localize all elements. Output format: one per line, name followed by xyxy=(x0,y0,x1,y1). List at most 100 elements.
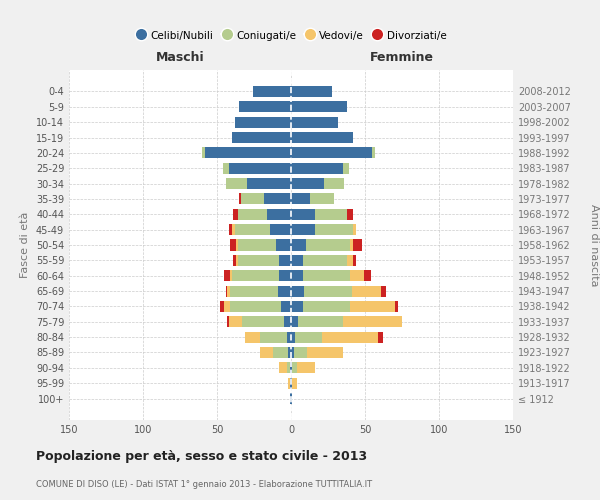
Bar xyxy=(303,301,350,312)
Bar xyxy=(291,301,303,312)
Bar xyxy=(288,347,291,358)
Bar xyxy=(310,194,334,204)
Text: Popolazione per età, sesso e stato civile - 2013: Popolazione per età, sesso e stato civil… xyxy=(36,450,367,463)
Bar xyxy=(322,332,379,342)
Bar xyxy=(226,178,247,189)
Bar xyxy=(353,224,356,235)
Bar xyxy=(347,209,353,220)
Bar xyxy=(253,86,291,97)
Y-axis label: Fasce di età: Fasce di età xyxy=(20,212,30,278)
Bar xyxy=(297,362,314,374)
Text: COMUNE DI DISO (LE) - Dati ISTAT 1° gennaio 2013 - Elaborazione TUTTITALIA.IT: COMUNE DI DISO (LE) - Dati ISTAT 1° genn… xyxy=(36,480,372,489)
Bar xyxy=(352,286,381,296)
Bar xyxy=(226,286,227,296)
Bar xyxy=(236,240,238,250)
Bar xyxy=(205,148,291,158)
Bar xyxy=(291,255,303,266)
Bar xyxy=(295,332,322,342)
Bar xyxy=(230,301,281,312)
Bar xyxy=(395,301,398,312)
Bar xyxy=(364,270,371,281)
Bar xyxy=(229,224,232,235)
Bar xyxy=(236,255,238,266)
Bar xyxy=(291,378,292,388)
Bar xyxy=(279,362,287,374)
Bar xyxy=(291,148,373,158)
Bar xyxy=(229,316,242,328)
Bar xyxy=(291,270,303,281)
Bar xyxy=(381,286,386,296)
Bar xyxy=(279,270,291,281)
Bar xyxy=(314,209,347,220)
Bar xyxy=(238,240,276,250)
Bar xyxy=(303,270,350,281)
Bar xyxy=(273,347,288,358)
Bar xyxy=(265,194,291,204)
Bar xyxy=(247,178,291,189)
Bar xyxy=(220,301,224,312)
Bar xyxy=(276,240,291,250)
Bar xyxy=(232,224,235,235)
Bar xyxy=(278,286,291,296)
Bar xyxy=(238,209,268,220)
Bar xyxy=(235,116,291,128)
Bar xyxy=(291,240,306,250)
Bar xyxy=(224,270,230,281)
Bar xyxy=(350,270,364,281)
Bar xyxy=(287,332,291,342)
Bar xyxy=(235,224,270,235)
Text: Maschi: Maschi xyxy=(155,51,205,64)
Bar xyxy=(290,393,291,404)
Bar xyxy=(233,209,238,220)
Bar xyxy=(323,178,344,189)
Bar xyxy=(268,209,291,220)
Bar xyxy=(292,378,297,388)
Bar xyxy=(287,362,290,374)
Bar xyxy=(294,347,307,358)
Bar xyxy=(379,332,383,342)
Bar xyxy=(260,332,287,342)
Bar xyxy=(291,178,323,189)
Bar xyxy=(291,393,292,404)
Bar xyxy=(239,102,291,112)
Bar xyxy=(291,86,332,97)
Bar xyxy=(298,316,343,328)
Bar xyxy=(232,132,291,143)
Bar xyxy=(270,224,291,235)
Bar xyxy=(291,362,292,374)
Bar xyxy=(230,270,232,281)
Bar xyxy=(291,347,294,358)
Bar xyxy=(353,240,362,250)
Bar xyxy=(279,255,291,266)
Bar xyxy=(291,132,353,143)
Bar xyxy=(230,286,278,296)
Bar xyxy=(290,362,291,374)
Legend: Celibi/Nubili, Coniugati/e, Vedovi/e, Divorziati/e: Celibi/Nubili, Coniugati/e, Vedovi/e, Di… xyxy=(131,26,451,45)
Bar xyxy=(373,148,376,158)
Bar xyxy=(233,255,236,266)
Bar xyxy=(291,332,295,342)
Bar xyxy=(227,316,229,328)
Bar xyxy=(347,255,353,266)
Bar xyxy=(303,255,347,266)
Bar xyxy=(350,301,395,312)
Bar xyxy=(291,286,304,296)
Bar xyxy=(291,116,338,128)
Bar xyxy=(291,316,298,328)
Bar xyxy=(260,347,273,358)
Bar xyxy=(239,194,241,204)
Bar xyxy=(202,148,205,158)
Bar xyxy=(238,255,279,266)
Bar xyxy=(353,255,356,266)
Bar xyxy=(306,240,350,250)
Bar xyxy=(241,194,265,204)
Bar xyxy=(291,102,347,112)
Bar xyxy=(242,316,284,328)
Bar xyxy=(343,162,349,173)
Bar xyxy=(350,240,353,250)
Bar xyxy=(291,224,314,235)
Bar xyxy=(223,162,229,173)
Bar xyxy=(281,301,291,312)
Bar xyxy=(288,378,290,388)
Bar xyxy=(230,240,236,250)
